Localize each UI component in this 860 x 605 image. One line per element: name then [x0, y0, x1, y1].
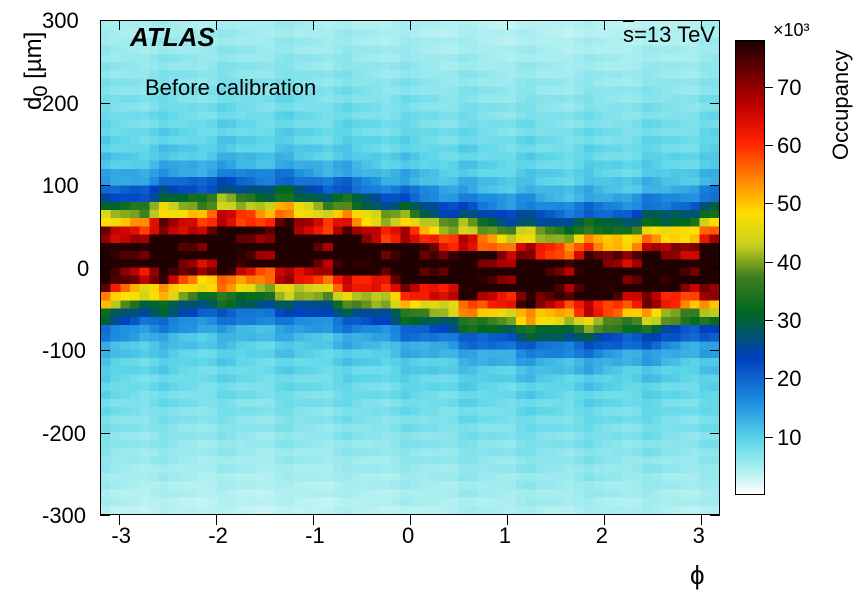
- y-tick-label: -100: [42, 338, 86, 364]
- x-tick: [604, 20, 605, 30]
- y-tick: [100, 350, 110, 351]
- x-tick-label: 1: [499, 523, 511, 549]
- cb-tick: [765, 320, 773, 321]
- y-tick: [100, 433, 110, 434]
- y-tick-label: -300: [42, 503, 86, 529]
- cb-tick-label: 50: [777, 191, 801, 217]
- y-tick: [100, 515, 110, 516]
- y-tick: [710, 433, 720, 434]
- y-tick: [710, 20, 720, 21]
- cb-tick-label: 60: [777, 133, 801, 159]
- cb-tick-label: 70: [777, 75, 801, 101]
- y-tick: [710, 350, 720, 351]
- cb-tick-label: 40: [777, 250, 801, 276]
- y-tick-label: 300: [42, 8, 79, 34]
- annotation-text: Before calibration: [145, 75, 316, 101]
- x-tick-label: 0: [402, 523, 414, 549]
- cb-tick: [765, 145, 773, 146]
- x-tick: [119, 20, 120, 30]
- cb-tick: [765, 87, 773, 88]
- cb-tick-label: 10: [777, 425, 801, 451]
- x-axis-label: ϕ: [690, 560, 705, 591]
- colorbar-scale: ×10³: [773, 20, 810, 41]
- x-tick-label: 3: [693, 523, 705, 549]
- y-tick: [100, 185, 110, 186]
- y-tick: [100, 20, 110, 21]
- x-tick-label: 2: [596, 523, 608, 549]
- colorbar-label: Occupancy: [828, 50, 854, 160]
- cb-tick-label: 30: [777, 308, 801, 334]
- cb-tick: [765, 262, 773, 263]
- colorbar: [735, 40, 765, 495]
- y-tick: [100, 268, 110, 269]
- cb-tick-label: 20: [777, 366, 801, 392]
- y-tick-label: 0: [77, 256, 89, 282]
- x-tick-label: -3: [111, 523, 131, 549]
- y-tick-label: 200: [42, 91, 79, 117]
- y-tick-label: 100: [42, 173, 79, 199]
- atlas-label: ATLAS: [130, 22, 215, 53]
- y-tick: [710, 268, 720, 269]
- x-tick-label: -1: [305, 523, 325, 549]
- cb-tick: [765, 437, 773, 438]
- y-tick-label: -200: [42, 421, 86, 447]
- y-tick: [710, 185, 720, 186]
- x-tick: [216, 20, 217, 30]
- x-tick: [507, 20, 508, 30]
- x-tick: [701, 20, 702, 30]
- x-tick: [410, 20, 411, 30]
- y-tick: [710, 515, 720, 516]
- y-tick: [100, 103, 110, 104]
- cb-tick: [765, 378, 773, 379]
- x-tick: [313, 20, 314, 30]
- x-tick-label: -2: [208, 523, 228, 549]
- cb-tick: [765, 203, 773, 204]
- y-tick: [710, 103, 720, 104]
- colorbar-canvas: [736, 41, 764, 494]
